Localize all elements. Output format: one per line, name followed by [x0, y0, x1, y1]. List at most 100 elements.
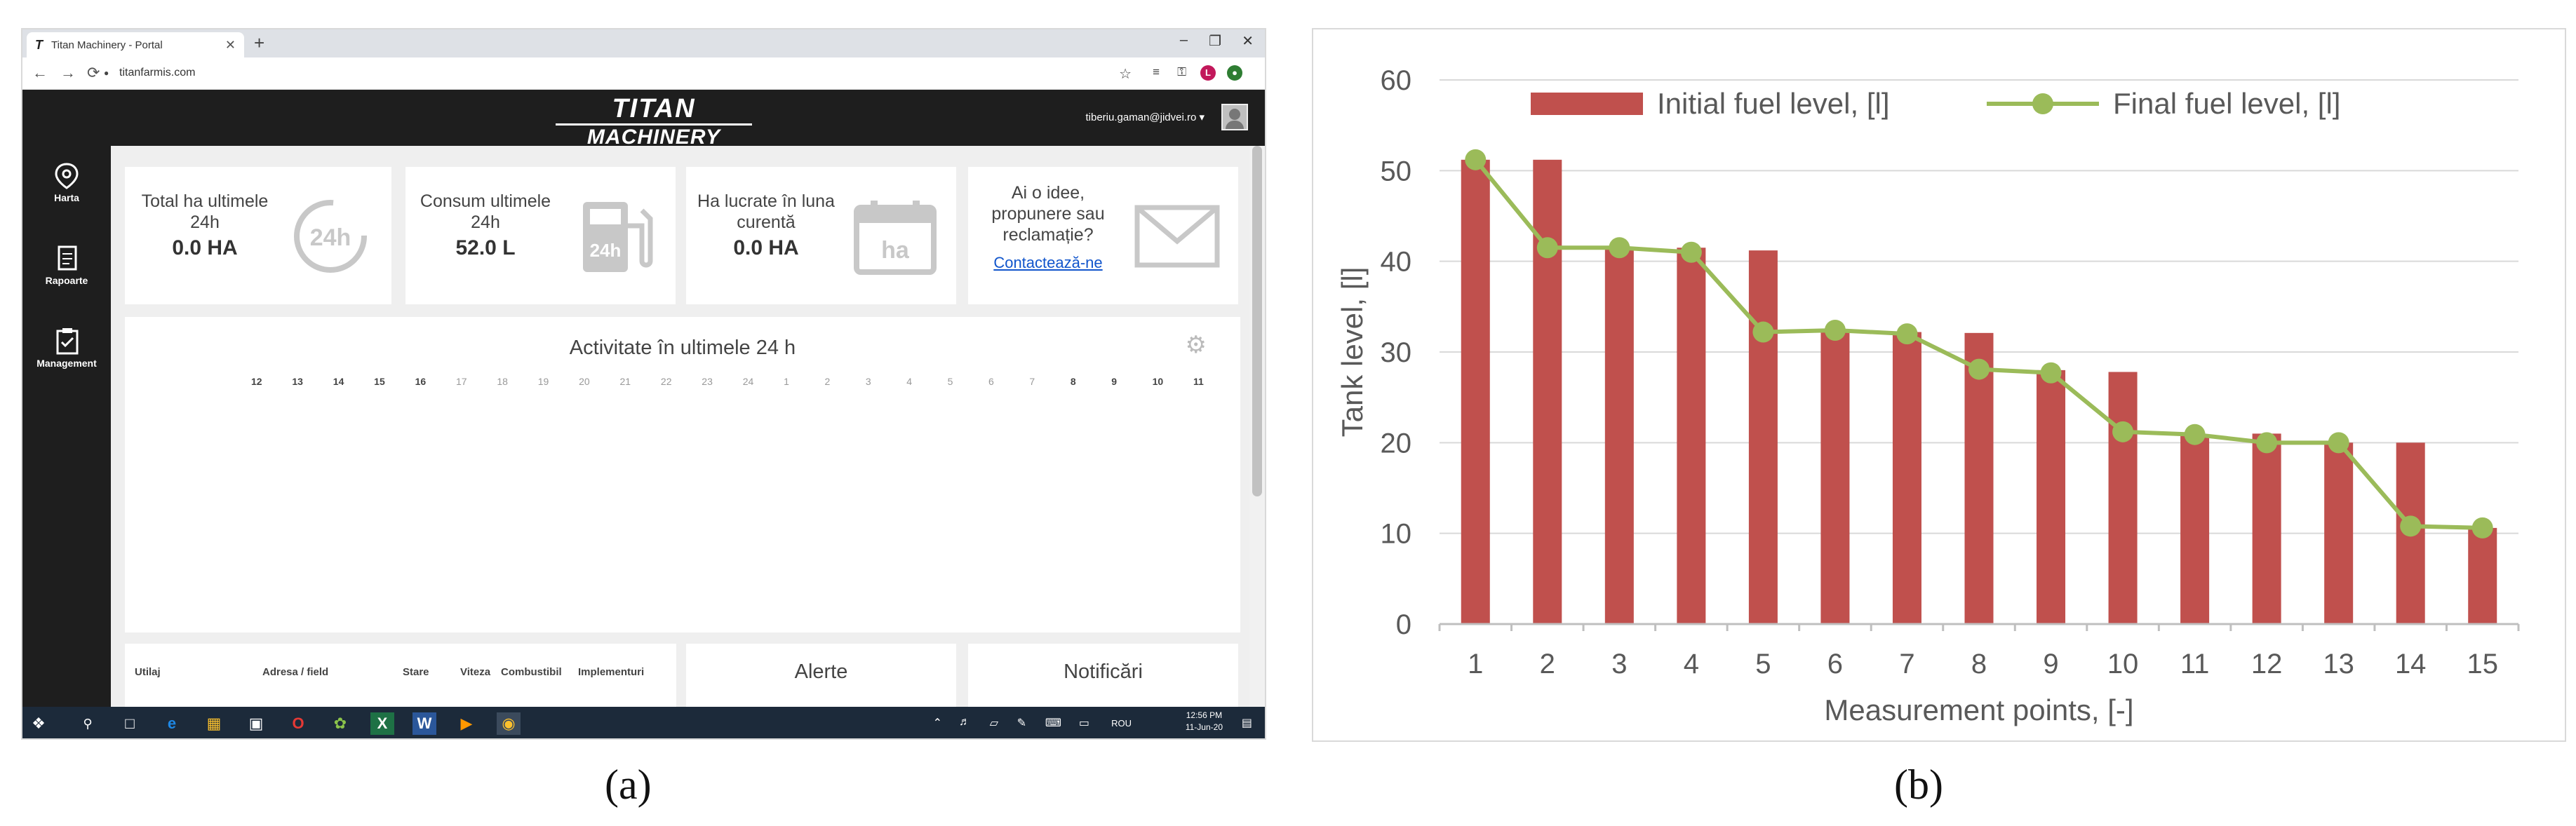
- hour-tick-label: 11: [1193, 376, 1204, 387]
- x-tick-label: 6: [1827, 649, 1843, 679]
- store-icon[interactable]: ▣: [248, 715, 264, 732]
- line-point: [1680, 241, 1702, 263]
- bar: [1964, 332, 1994, 624]
- taskbar-clock[interactable]: 12:56 PM 11-Jun-20: [1185, 710, 1223, 732]
- hour-tick-label: 4: [906, 376, 913, 387]
- tray-chevron-icon[interactable]: ⌃: [932, 717, 942, 729]
- scrollbar-thumb[interactable]: [1252, 146, 1262, 496]
- card-label: Ai o idee, propunere sau reclamație?: [991, 183, 1105, 245]
- contact-link[interactable]: Contactează-ne: [993, 254, 1103, 271]
- panel-label-a: (a): [605, 761, 652, 808]
- x-tick-label: 4: [1684, 649, 1699, 679]
- table-header-stare: Stare: [403, 666, 429, 678]
- bar: [1748, 250, 1778, 624]
- fuel-pump-icon: 24h: [569, 198, 660, 275]
- tab-title: Titan Machinery - Portal: [51, 39, 163, 51]
- x-tick-label: 9: [2043, 649, 2058, 679]
- sidebar-item-management[interactable]: Management: [22, 327, 111, 369]
- line-point: [1896, 323, 1918, 345]
- panel-label-b: (b): [1894, 761, 1943, 808]
- search-icon[interactable]: ⚲: [83, 717, 93, 731]
- hour-tick-label: 1: [784, 376, 789, 387]
- file-explorer-icon[interactable]: ▦: [206, 715, 222, 732]
- windows-taskbar: ❖ ⚲ □ e ▦ ▣ O ✿ X W ▶ ◉ ⌃ ♬ ▱ ✎ ⌨ ▭ ROU …: [22, 707, 1265, 738]
- gear-icon[interactable]: ⚙: [1185, 332, 1207, 358]
- sidebar-item-harta[interactable]: Harta: [22, 161, 111, 203]
- line-point: [1536, 237, 1558, 259]
- back-icon[interactable]: ←: [32, 64, 48, 81]
- envelope-icon: [1132, 198, 1223, 275]
- x-tick-label: 7: [1899, 649, 1914, 679]
- bookmark-star-icon[interactable]: ☆: [1119, 67, 1132, 82]
- media-player-icon[interactable]: ▶: [460, 715, 473, 732]
- x-tick-label: 5: [1755, 649, 1771, 679]
- x-tick-label: 13: [2323, 649, 2354, 679]
- card-value: 0.0 HA: [172, 236, 238, 259]
- activity-title: Activitate în ultimele 24 h: [569, 337, 796, 359]
- bar: [2324, 442, 2354, 624]
- sidebar-item-label: Rapoarte: [45, 275, 88, 286]
- hour-tick-label: 18: [497, 376, 508, 387]
- word-icon[interactable]: W: [412, 712, 436, 735]
- user-menu[interactable]: tiberiu.gaman@jidvei.ro ▾: [1085, 111, 1205, 123]
- key-icon[interactable]: ⚿: [1177, 65, 1186, 79]
- y-tick-label: 40: [1381, 247, 1412, 278]
- titan-logo[interactable]: TITAN MACHINERY: [556, 95, 752, 148]
- excel-icon[interactable]: X: [370, 712, 394, 735]
- app-icon[interactable]: ✿: [333, 715, 347, 732]
- reload-icon[interactable]: ⟳: [87, 64, 100, 81]
- card-label: Consum ultimele 24h: [420, 191, 551, 232]
- pen-icon[interactable]: ✎: [1017, 717, 1026, 729]
- x-tick-label: 1: [1468, 649, 1483, 679]
- tab-favicon-icon: T: [35, 37, 43, 52]
- hour-tick-label: 17: [455, 376, 467, 387]
- fuel-level-chart-panel: 0 10 20 30 40 50 60 1 2 3 4 5 6 7 8 9 10 11 12 13 14 15 Measur…: [1312, 28, 2566, 742]
- sidebar-item-rapoarte[interactable]: Rapoarte: [22, 244, 111, 286]
- clipboard-icon: [56, 328, 79, 355]
- keyboard-icon[interactable]: ⌨: [1045, 717, 1061, 729]
- card-value: 52.0 L: [455, 236, 516, 259]
- hour-axis: 12 13 14 15 16 17 18 19 20 21 22 23 24 1 2 3 4 5 6 7 8 9 10 11: [251, 376, 1234, 387]
- card-total-ha: Total ha ultimele 24h 0.0 HA 24h: [125, 167, 391, 304]
- y-tick-label: 20: [1381, 428, 1412, 459]
- x-tick-label: 10: [2107, 649, 2139, 679]
- card-ha-luna: Ha lucrate în luna curentă 0.0 HA ha: [686, 167, 956, 304]
- window-close-icon[interactable]: ✕: [1242, 34, 1254, 49]
- hour-tick-label: 10: [1152, 376, 1164, 387]
- hour-tick-label: 12: [251, 376, 262, 387]
- card-label: Ha lucrate în luna curentă: [697, 191, 835, 232]
- bar: [2180, 435, 2210, 624]
- user-avatar-icon[interactable]: [1221, 104, 1248, 130]
- dashboard-content: Total ha ultimele 24h 0.0 HA 24h Consum …: [111, 146, 1251, 707]
- bar: [1461, 159, 1490, 624]
- task-view-icon[interactable]: □: [125, 715, 135, 732]
- maximize-icon[interactable]: ❐: [1209, 34, 1221, 49]
- url-field[interactable]: titanfarmis.com: [119, 67, 196, 79]
- opera-icon[interactable]: O: [292, 715, 304, 732]
- language-indicator[interactable]: ROU: [1111, 718, 1132, 729]
- bar: [1604, 248, 1634, 624]
- chrome-icon[interactable]: ◉: [497, 712, 521, 735]
- hour-tick-label: 24: [742, 376, 754, 387]
- table-header-implementuri: Implementuri: [578, 666, 645, 678]
- x-tick-label: 2: [1540, 649, 1555, 679]
- volume-icon[interactable]: ♬: [959, 716, 970, 728]
- profile-avatar[interactable]: L: [1200, 65, 1216, 81]
- minimize-icon[interactable]: –: [1179, 32, 1188, 48]
- notifications-icon[interactable]: ▤: [1241, 717, 1252, 729]
- x-tick-label: 3: [1611, 649, 1627, 679]
- edge-icon[interactable]: e: [167, 715, 177, 732]
- windows-start-icon[interactable]: ❖: [32, 715, 46, 732]
- display-icon[interactable]: ▭: [1078, 717, 1089, 729]
- new-tab-icon[interactable]: +: [254, 32, 265, 53]
- scrollbar[interactable]: [1249, 146, 1265, 707]
- extension-icon[interactable]: ●: [1227, 65, 1242, 81]
- network-icon[interactable]: ▱: [989, 717, 998, 729]
- address-bar: ← → ⟳ ● titanfarmis.com ☆ ≡ ⚿ L ●: [22, 57, 1265, 90]
- browser-tab[interactable]: T Titan Machinery - Portal ✕: [27, 32, 244, 57]
- tab-close-icon[interactable]: ✕: [224, 37, 236, 52]
- line-point: [2400, 515, 2422, 537]
- forward-icon[interactable]: →: [60, 64, 76, 81]
- y-tick-label: 0: [1396, 609, 1411, 640]
- reading-list-icon[interactable]: ≡: [1153, 65, 1160, 79]
